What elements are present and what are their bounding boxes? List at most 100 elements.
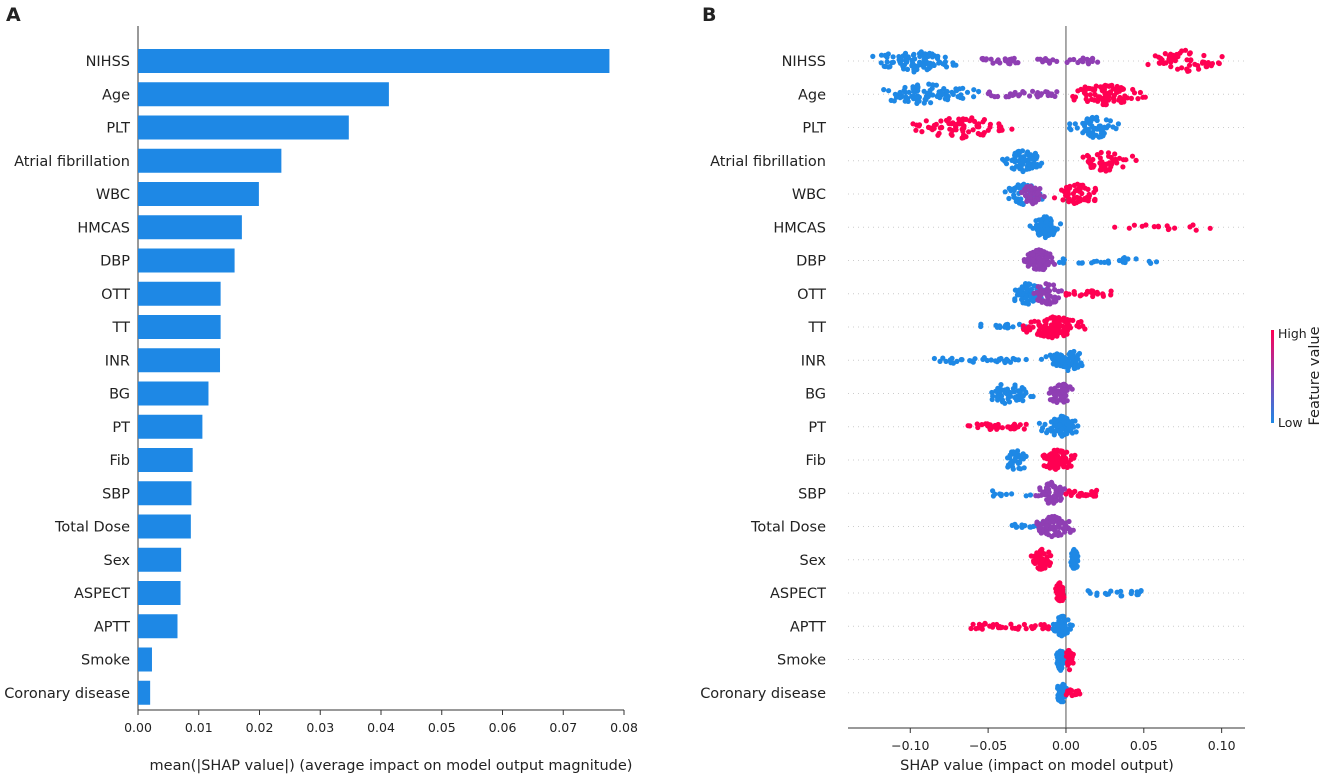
shap-point [878,60,884,66]
shap-point [923,96,929,103]
shap-point [1172,225,1178,231]
swarm-label-smoke: Smoke [777,653,826,669]
shap-point [912,56,918,62]
shap-point [1006,195,1012,202]
shap-point [1070,191,1076,197]
shap-point [1048,322,1054,328]
shap-point [923,118,929,124]
shap-point [1056,456,1062,462]
shap-point [1064,449,1070,455]
bar-pt [138,414,203,439]
shap-point [1066,518,1072,525]
shap-point [1002,400,1008,406]
shap-point [1085,588,1091,594]
shap-point [1086,85,1092,91]
shap-point [1201,52,1207,59]
shap-point [943,358,949,364]
shap-point [919,129,925,135]
shap-point [1048,479,1055,485]
shap-point [1055,697,1062,703]
shap-point [1089,131,1095,137]
shap-point [1093,116,1099,122]
shap-point [1009,491,1015,497]
shap-point [1036,420,1042,426]
shap-point [1161,60,1167,66]
shap-point [1006,399,1013,405]
shap-point [1027,223,1033,229]
shap-point [1048,221,1054,227]
shap-point [1032,185,1038,191]
shap-point [1035,551,1041,557]
colorbar-low-label: Low [1278,415,1303,430]
shap-point [1033,247,1039,254]
shap-point [870,53,876,60]
shap-point [981,130,987,136]
shap-point [1085,198,1091,204]
shap-point [1021,258,1028,264]
shap-point [1050,459,1056,466]
x-tick-label: 0.06 [489,720,517,735]
swarm-label-sex: Sex [800,553,827,569]
shap-point [999,127,1005,133]
shap-point [1027,93,1033,99]
shap-point [1035,493,1041,499]
x-tick-label: 0.01 [185,720,213,735]
shap-point [976,88,982,95]
shap-point [914,82,921,88]
shap-point [1012,394,1018,401]
shap-point [1010,466,1016,472]
shap-point [1104,83,1110,89]
shap-point [1025,325,1031,331]
shap-point [1027,492,1034,498]
shap-point [1012,456,1018,462]
shap-point [953,127,959,133]
shap-point [964,89,971,95]
shap-point [1005,321,1011,327]
shap-point [1168,51,1174,57]
shap-point [1023,295,1029,301]
shap-point [1101,89,1108,95]
shap-point [1060,595,1066,602]
shap-point [983,421,989,427]
shap-point [1074,125,1080,131]
shap-point [1019,522,1025,528]
shap-point [1140,94,1146,100]
shap-point [1037,284,1043,290]
shap-point [1043,320,1049,327]
shap-point [1077,293,1083,299]
shap-point [1168,64,1174,70]
shap-point [1077,195,1083,201]
x-tick-label: 0.04 [367,720,395,735]
shap-point [980,119,986,125]
shap-point [1085,186,1091,192]
shap-point [973,626,979,632]
bar-dbp [138,248,235,273]
shap-point [968,625,974,632]
shap-point [1008,426,1014,432]
shap-point [1034,161,1040,168]
shap-point [927,50,933,56]
shap-point [1092,185,1098,191]
shap-point [1057,632,1063,638]
shap-point [1044,523,1050,529]
shap-point [1055,295,1062,301]
x-tick-label: −0.10 [891,738,929,753]
bar-sbp [138,481,192,506]
shap-point [950,91,956,97]
shap-point [1118,588,1124,594]
shap-point [1083,92,1089,98]
shap-point [1102,590,1108,597]
swarm-label-ott: OTT [797,287,826,303]
shap-point [1052,326,1059,332]
shap-point [926,81,932,87]
shap-point [901,62,908,68]
shap-point [881,87,887,93]
shap-point [1057,493,1063,499]
shap-point [1084,98,1091,104]
shap-point [1053,428,1059,434]
shap-point [933,121,939,127]
shap-point [1009,92,1016,98]
shap-point [1034,226,1040,232]
shap-point [1094,290,1101,297]
shap-point [1112,224,1118,230]
